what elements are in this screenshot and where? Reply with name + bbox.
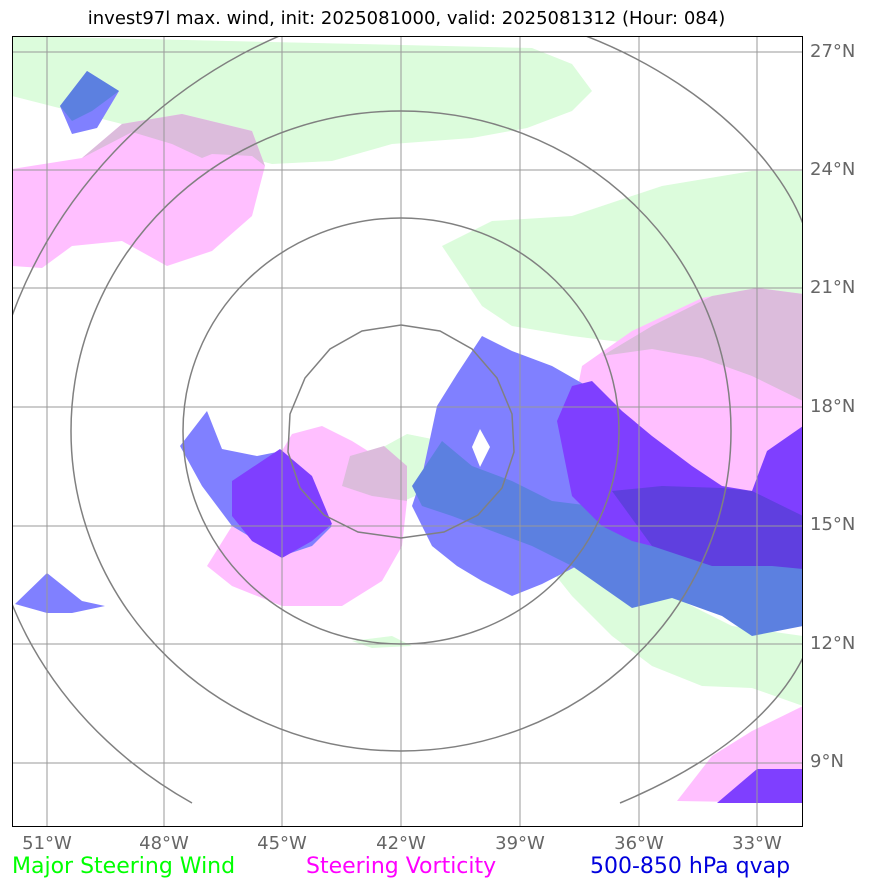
overlap-layer xyxy=(82,114,803,501)
map-title: invest97l max. wind, init: 2025081000, v… xyxy=(87,8,726,29)
lat-label-15n: 15°N xyxy=(810,514,856,535)
range-ring-1 xyxy=(287,324,515,539)
graticule xyxy=(12,36,803,827)
map-canvas xyxy=(12,36,803,827)
lon-label-42w: 42°W xyxy=(376,833,426,854)
qvap-mid-layer xyxy=(60,71,803,636)
lon-label-33w: 33°W xyxy=(732,833,782,854)
lon-label-39w: 39°W xyxy=(495,833,545,854)
map-hole xyxy=(472,429,490,467)
lat-label-27n: 27°N xyxy=(810,41,856,62)
lat-label-21n: 21°N xyxy=(810,277,856,298)
map-border xyxy=(12,36,803,827)
legend-steering-vorticity: Steering Vorticity xyxy=(306,854,497,879)
range-ring-3 xyxy=(70,110,732,752)
legend-steering-wind: Major Steering Wind xyxy=(12,854,236,879)
lon-label-36w: 36°W xyxy=(614,833,664,854)
lat-label-18n: 18°N xyxy=(810,396,856,417)
map-panel xyxy=(12,36,803,827)
lat-label-9n: 9°N xyxy=(810,751,844,772)
lat-label-12n: 12°N xyxy=(810,633,856,654)
legend-qvap: 500-850 hPa qvap xyxy=(590,854,791,879)
lon-label-51w: 51°W xyxy=(22,833,72,854)
range-ring-2 xyxy=(182,217,620,645)
lat-label-24n: 24°N xyxy=(810,159,856,180)
lon-label-45w: 45°W xyxy=(257,833,307,854)
lon-label-48w: 48°W xyxy=(139,833,189,854)
qvap-darkest-layer xyxy=(612,486,803,569)
